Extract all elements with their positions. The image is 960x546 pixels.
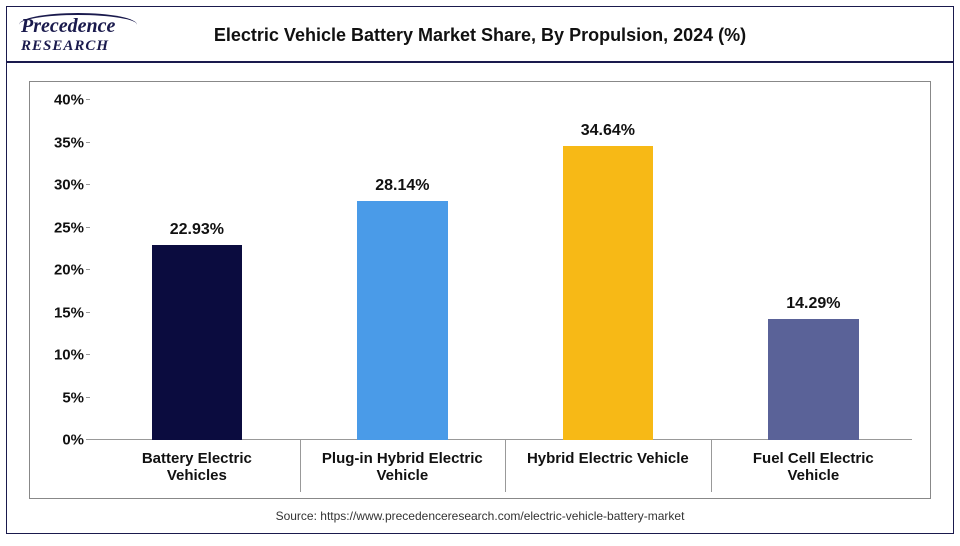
chart-card: Precedence RESEARCH Electric Vehicle Bat… — [6, 6, 954, 534]
x-separator — [505, 440, 506, 492]
bar: 14.29%Fuel Cell ElectricVehicle — [768, 319, 858, 440]
chart-frame: 0%5%10%15%20%25%30%35%40%22.93%Battery E… — [29, 81, 931, 499]
bar: 34.64%Hybrid Electric Vehicle — [563, 146, 653, 440]
y-tick-label: 15% — [38, 304, 84, 321]
bar-rect — [152, 245, 242, 440]
y-tick-label: 30% — [38, 177, 84, 194]
bar-value-label: 14.29% — [786, 295, 840, 313]
y-tick-label: 35% — [38, 134, 84, 151]
y-tick-label: 0% — [38, 432, 84, 449]
source-citation: Source: https://www.precedenceresearch.c… — [7, 509, 953, 523]
y-tick-label: 40% — [38, 92, 84, 109]
header: Precedence RESEARCH Electric Vehicle Bat… — [7, 7, 953, 63]
logo-line2: RESEARCH — [21, 38, 109, 54]
y-tick-mark — [86, 269, 90, 270]
y-tick-label: 20% — [38, 262, 84, 279]
bar-value-label: 28.14% — [375, 177, 429, 195]
y-tick-mark — [86, 99, 90, 100]
y-tick-mark — [86, 142, 90, 143]
x-separator — [300, 440, 301, 492]
bar: 28.14%Plug-in Hybrid ElectricVehicle — [357, 201, 447, 440]
y-tick-label: 10% — [38, 347, 84, 364]
x-category-label: Battery ElectricVehicles — [102, 450, 292, 485]
x-category-label: Hybrid Electric Vehicle — [513, 450, 703, 467]
bar-value-label: 34.64% — [581, 122, 635, 140]
y-tick-mark — [86, 184, 90, 185]
y-tick-mark — [86, 397, 90, 398]
bar: 22.93%Battery ElectricVehicles — [152, 245, 242, 440]
y-tick-label: 5% — [38, 389, 84, 406]
x-separator — [711, 440, 712, 492]
bar-rect — [563, 146, 653, 440]
y-tick-label: 25% — [38, 219, 84, 236]
y-tick-mark — [86, 439, 90, 440]
bar-value-label: 22.93% — [170, 221, 224, 239]
x-category-label: Plug-in Hybrid ElectricVehicle — [307, 450, 497, 485]
y-tick-mark — [86, 354, 90, 355]
brand-logo: Precedence RESEARCH — [21, 17, 115, 54]
chart-title: Electric Vehicle Battery Market Share, B… — [21, 7, 939, 46]
bar-rect — [768, 319, 858, 440]
y-tick-mark — [86, 312, 90, 313]
bar-rect — [357, 201, 447, 440]
x-category-label: Fuel Cell ElectricVehicle — [718, 450, 908, 485]
plot-area: 0%5%10%15%20%25%30%35%40%22.93%Battery E… — [90, 100, 912, 440]
y-tick-mark — [86, 227, 90, 228]
